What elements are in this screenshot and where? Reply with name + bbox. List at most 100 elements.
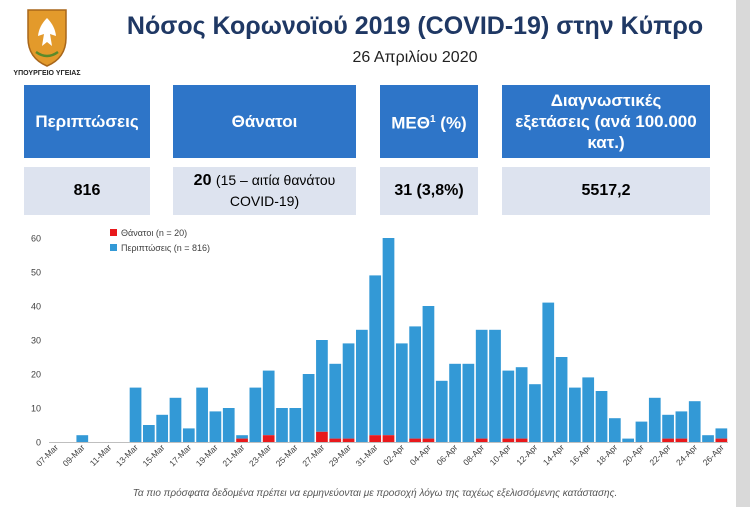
x-tick-label: 08-Apr (461, 442, 486, 467)
window-edge (736, 0, 750, 507)
cases-bar (515, 367, 528, 439)
icu-label-suffix: (%) (440, 113, 467, 133)
icu-label: ΜΕΘ (391, 113, 430, 133)
cases-bar (369, 275, 382, 436)
cases-bar (395, 343, 408, 442)
cases-bar (449, 363, 461, 442)
x-tick-label: 16-Apr (568, 442, 593, 467)
y-tick-label: 60 (31, 234, 41, 244)
cases-bar (222, 408, 235, 442)
icu-label-sup: 1 (429, 114, 436, 126)
cases-bar (569, 387, 581, 442)
x-tick-label: 26-Apr (701, 442, 726, 467)
cases-bar (329, 363, 342, 439)
x-tick-label: 17-Mar (167, 442, 193, 468)
deaths-bar (342, 438, 355, 442)
x-tick-label: 04-Apr (408, 442, 433, 467)
cases-bar (302, 374, 315, 442)
cases-bar (435, 380, 448, 442)
x-tick-label: 12-Apr (514, 442, 539, 467)
cases-bar (555, 357, 568, 442)
ministry-logo: ΥΠΟΥΡΓΕΙΟ ΥΓΕΙΑΣ (8, 4, 86, 84)
cases-bar (529, 384, 541, 442)
cases-bar (316, 340, 328, 432)
deaths-bar (675, 438, 688, 442)
coat-of-arms-icon (27, 9, 67, 67)
cases-bar (249, 387, 262, 442)
x-tick-label: 18-Apr (594, 442, 619, 467)
cases-bar (622, 438, 635, 442)
cases-bar (502, 370, 515, 439)
deaths-value-box: 20 (15 – αιτία θανάτου COVID-19) (173, 167, 356, 215)
cases-bar (635, 421, 648, 442)
tests-header-box: Διαγνωστικές εξετάσεις (ανά 100.000 κατ.… (502, 85, 710, 158)
cases-bar (276, 408, 288, 442)
deaths-bar (715, 438, 728, 442)
deaths-bar (382, 435, 395, 442)
legend-swatch-cases (110, 244, 117, 251)
x-tick-label: 29-Mar (327, 442, 353, 468)
cases-bar (76, 435, 89, 442)
deaths-value-wrap: 20 (15 – αιτία θανάτου COVID-19) (179, 170, 350, 212)
deaths-value: 20 (193, 172, 212, 189)
deaths-bar (475, 438, 488, 442)
cases-value: 816 (73, 182, 101, 199)
deaths-bar (236, 438, 248, 442)
deaths-bar (662, 438, 674, 442)
cases-bar (409, 326, 421, 439)
tests-value: 5517,2 (581, 182, 631, 199)
x-tick-label: 25-Mar (274, 442, 300, 468)
x-tick-label: 23-Mar (247, 442, 273, 468)
deaths-bar (369, 435, 382, 442)
cases-value-box: 816 (24, 167, 150, 215)
cases-bar (542, 302, 555, 442)
cases-bar (608, 418, 621, 442)
deaths-bar (515, 438, 528, 442)
icu-label-wrap: ΜΕΘ1 (%) (391, 109, 466, 134)
cases-bar (169, 397, 182, 442)
icu-header-box: ΜΕΘ1 (%) (380, 85, 478, 158)
legend-label-deaths: Θάνατοι (n = 20) (121, 228, 187, 238)
cases-bar (262, 370, 275, 436)
cases-bar (662, 414, 674, 439)
cases-bar (475, 329, 488, 439)
cases-bar (648, 397, 661, 442)
deaths-header-box: Θάνατοι (173, 85, 356, 158)
deaths-bar (422, 438, 435, 442)
y-tick-label: 30 (31, 336, 41, 346)
tests-label: Διαγνωστικές εξετάσεις (ανά 100.000 κατ.… (515, 91, 697, 152)
deaths-bar (316, 431, 328, 442)
y-tick-label: 10 (31, 404, 41, 414)
legend-label-cases: Περιπτώσεις (n = 816) (121, 243, 210, 253)
y-tick-label: 20 (31, 370, 41, 380)
cases-bar (182, 428, 195, 442)
x-tick-label: 10-Apr (488, 442, 513, 467)
chart-footnote: Τα πιο πρόσφατα δεδομένα πρέπει να ερμην… (132, 488, 618, 499)
page-title: Νόσος Κορωνοϊού 2019 (COVID-19) στην Κύπ… (126, 12, 704, 40)
cases-bar (489, 329, 501, 442)
x-tick-label: 24-Apr (674, 442, 699, 467)
x-tick-label: 21-Mar (220, 442, 246, 468)
report-date: 26 Απριλίου 2020 (352, 49, 478, 66)
y-tick-label: 0 (36, 438, 41, 448)
x-tick-label: 02-Apr (381, 442, 406, 467)
cases-bar (675, 411, 688, 439)
cases-bar (196, 387, 208, 442)
logo-text: ΥΠΟΥΡΓΕΙΟ ΥΓΕΙΑΣ (13, 70, 81, 77)
cases-bar (129, 387, 142, 442)
deaths-value-detail: (15 – αιτία θανάτου COVID-19) (215, 172, 336, 209)
x-tick-label: 19-Mar (194, 442, 220, 468)
x-tick-label: 13-Mar (114, 442, 140, 468)
deaths-bar (502, 438, 515, 442)
x-tick-label: 15-Mar (140, 442, 166, 468)
deaths-label: Θάνατοι (231, 112, 298, 131)
icu-value-box: 31 (3,8%) (380, 167, 478, 215)
x-tick-label: 20-Apr (621, 442, 646, 467)
legend-swatch-deaths (110, 229, 117, 236)
deaths-bar (262, 435, 275, 442)
cases-bar (142, 425, 155, 442)
cases-bar (356, 329, 368, 442)
cases-bar (582, 377, 595, 442)
cases-header-box: Περιπτώσεις (24, 85, 150, 158)
